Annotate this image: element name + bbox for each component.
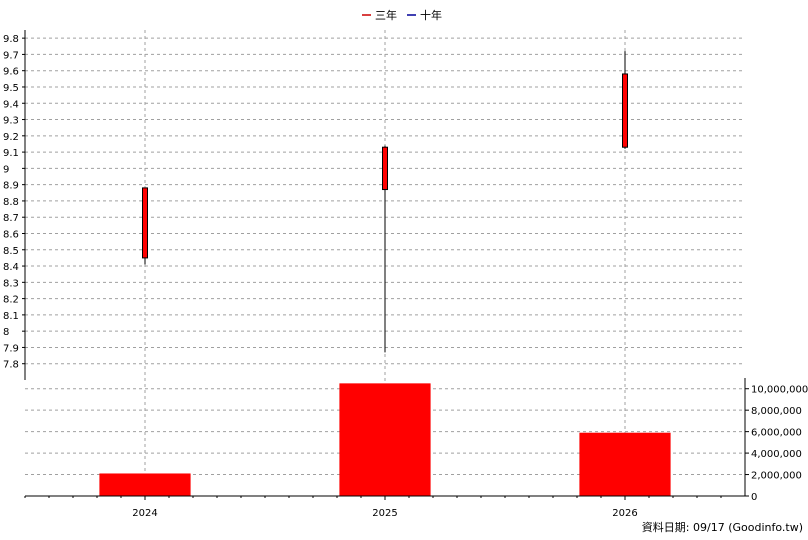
- price-tick-label: 8.9: [3, 181, 19, 192]
- volume-bar: [339, 383, 431, 496]
- legend-label-3yr: 三年: [375, 8, 397, 22]
- price-tick-label: 8.4: [3, 262, 19, 273]
- candles: [142, 51, 628, 353]
- price-tick-label: 8.6: [3, 229, 19, 240]
- price-tick-label: 8.1: [3, 311, 19, 322]
- x-tick-label: 2024: [132, 508, 157, 519]
- price-tick-label: 8.2: [3, 295, 19, 306]
- legend-label-10yr: 十年: [420, 8, 442, 22]
- price-tick-label: 9.1: [3, 148, 19, 159]
- volume-tick-label: 10,000,000: [751, 385, 808, 396]
- price-axis-ticks: 7.8 7.9 8 8.1 8.2 8.3 8.4 8.5 8.6 8.7 8.8 8.9 9 9.1 9.…: [3, 34, 25, 371]
- price-tick-label: 9: [3, 164, 9, 175]
- volume-tick-label: 6,000,000: [751, 428, 802, 439]
- volume-tick-label: 0: [751, 492, 757, 503]
- price-tick-label: 9.5: [3, 83, 19, 94]
- candle-body: [142, 187, 148, 259]
- data-date-footer: 資料日期: 09/17 (Goodinfo.tw): [642, 520, 803, 534]
- price-tick-label: 8.5: [3, 246, 19, 257]
- volume-bars: [99, 383, 671, 496]
- candle-body: [382, 146, 388, 191]
- price-tick-label: 8: [3, 327, 9, 338]
- price-tick-label: 9.8: [3, 34, 19, 45]
- volume-tick-label: 2,000,000: [751, 471, 802, 482]
- volume-bar: [99, 473, 191, 496]
- price-tick-label: 7.9: [3, 343, 19, 354]
- volume-bar: [579, 432, 671, 496]
- volume-tick-label: 4,000,000: [751, 449, 802, 460]
- price-tick-label: 9.3: [3, 116, 19, 127]
- volume-tick-label: 8,000,000: [751, 406, 802, 417]
- price-tick-label: 9.2: [3, 132, 19, 143]
- price-tick-label: 8.3: [3, 278, 19, 289]
- price-tick-label: 8.8: [3, 197, 19, 208]
- x-tick-label: 2026: [612, 508, 637, 519]
- price-tick-label: 8.7: [3, 213, 19, 224]
- candle-body: [622, 73, 628, 148]
- price-tick-label: 9.4: [3, 99, 19, 110]
- x-tick-label: 2025: [372, 508, 397, 519]
- volume-axis-ticks: 0 2,000,000 4,000,000 6,000,000 8,000,000 10,…: [745, 385, 808, 503]
- price-tick-label: 7.8: [3, 360, 19, 371]
- price-tick-label: 9.7: [3, 50, 19, 61]
- price-tick-label: 9.6: [3, 67, 19, 78]
- legend: 三年 十年: [362, 8, 442, 22]
